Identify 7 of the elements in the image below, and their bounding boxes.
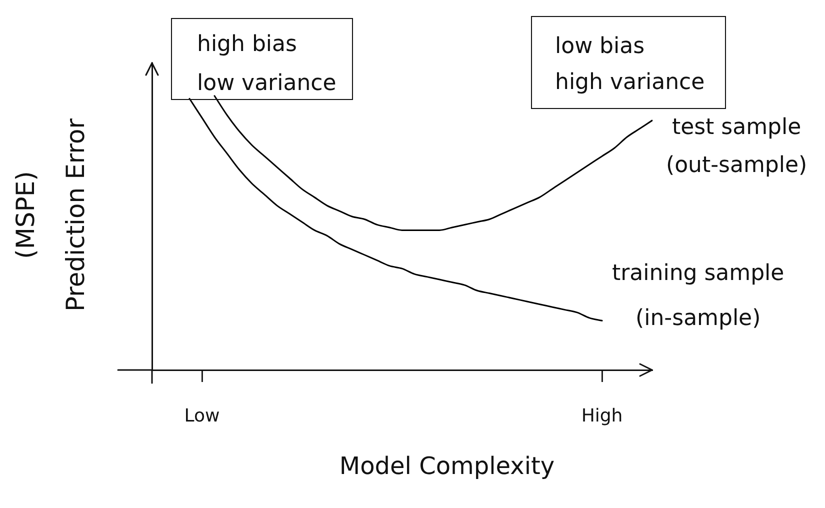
annotation: high bias low variance xyxy=(171,18,353,100)
x-tick-label: Low xyxy=(184,405,220,426)
x-tick-label: High xyxy=(581,405,623,426)
series-label: test sample (out-sample) xyxy=(666,114,808,180)
x-axis-title: Model Complexity xyxy=(339,452,555,480)
y-axis-title: (MSPE) Prediction Error xyxy=(10,118,91,312)
series-label: training sample (in-sample) xyxy=(612,260,784,333)
